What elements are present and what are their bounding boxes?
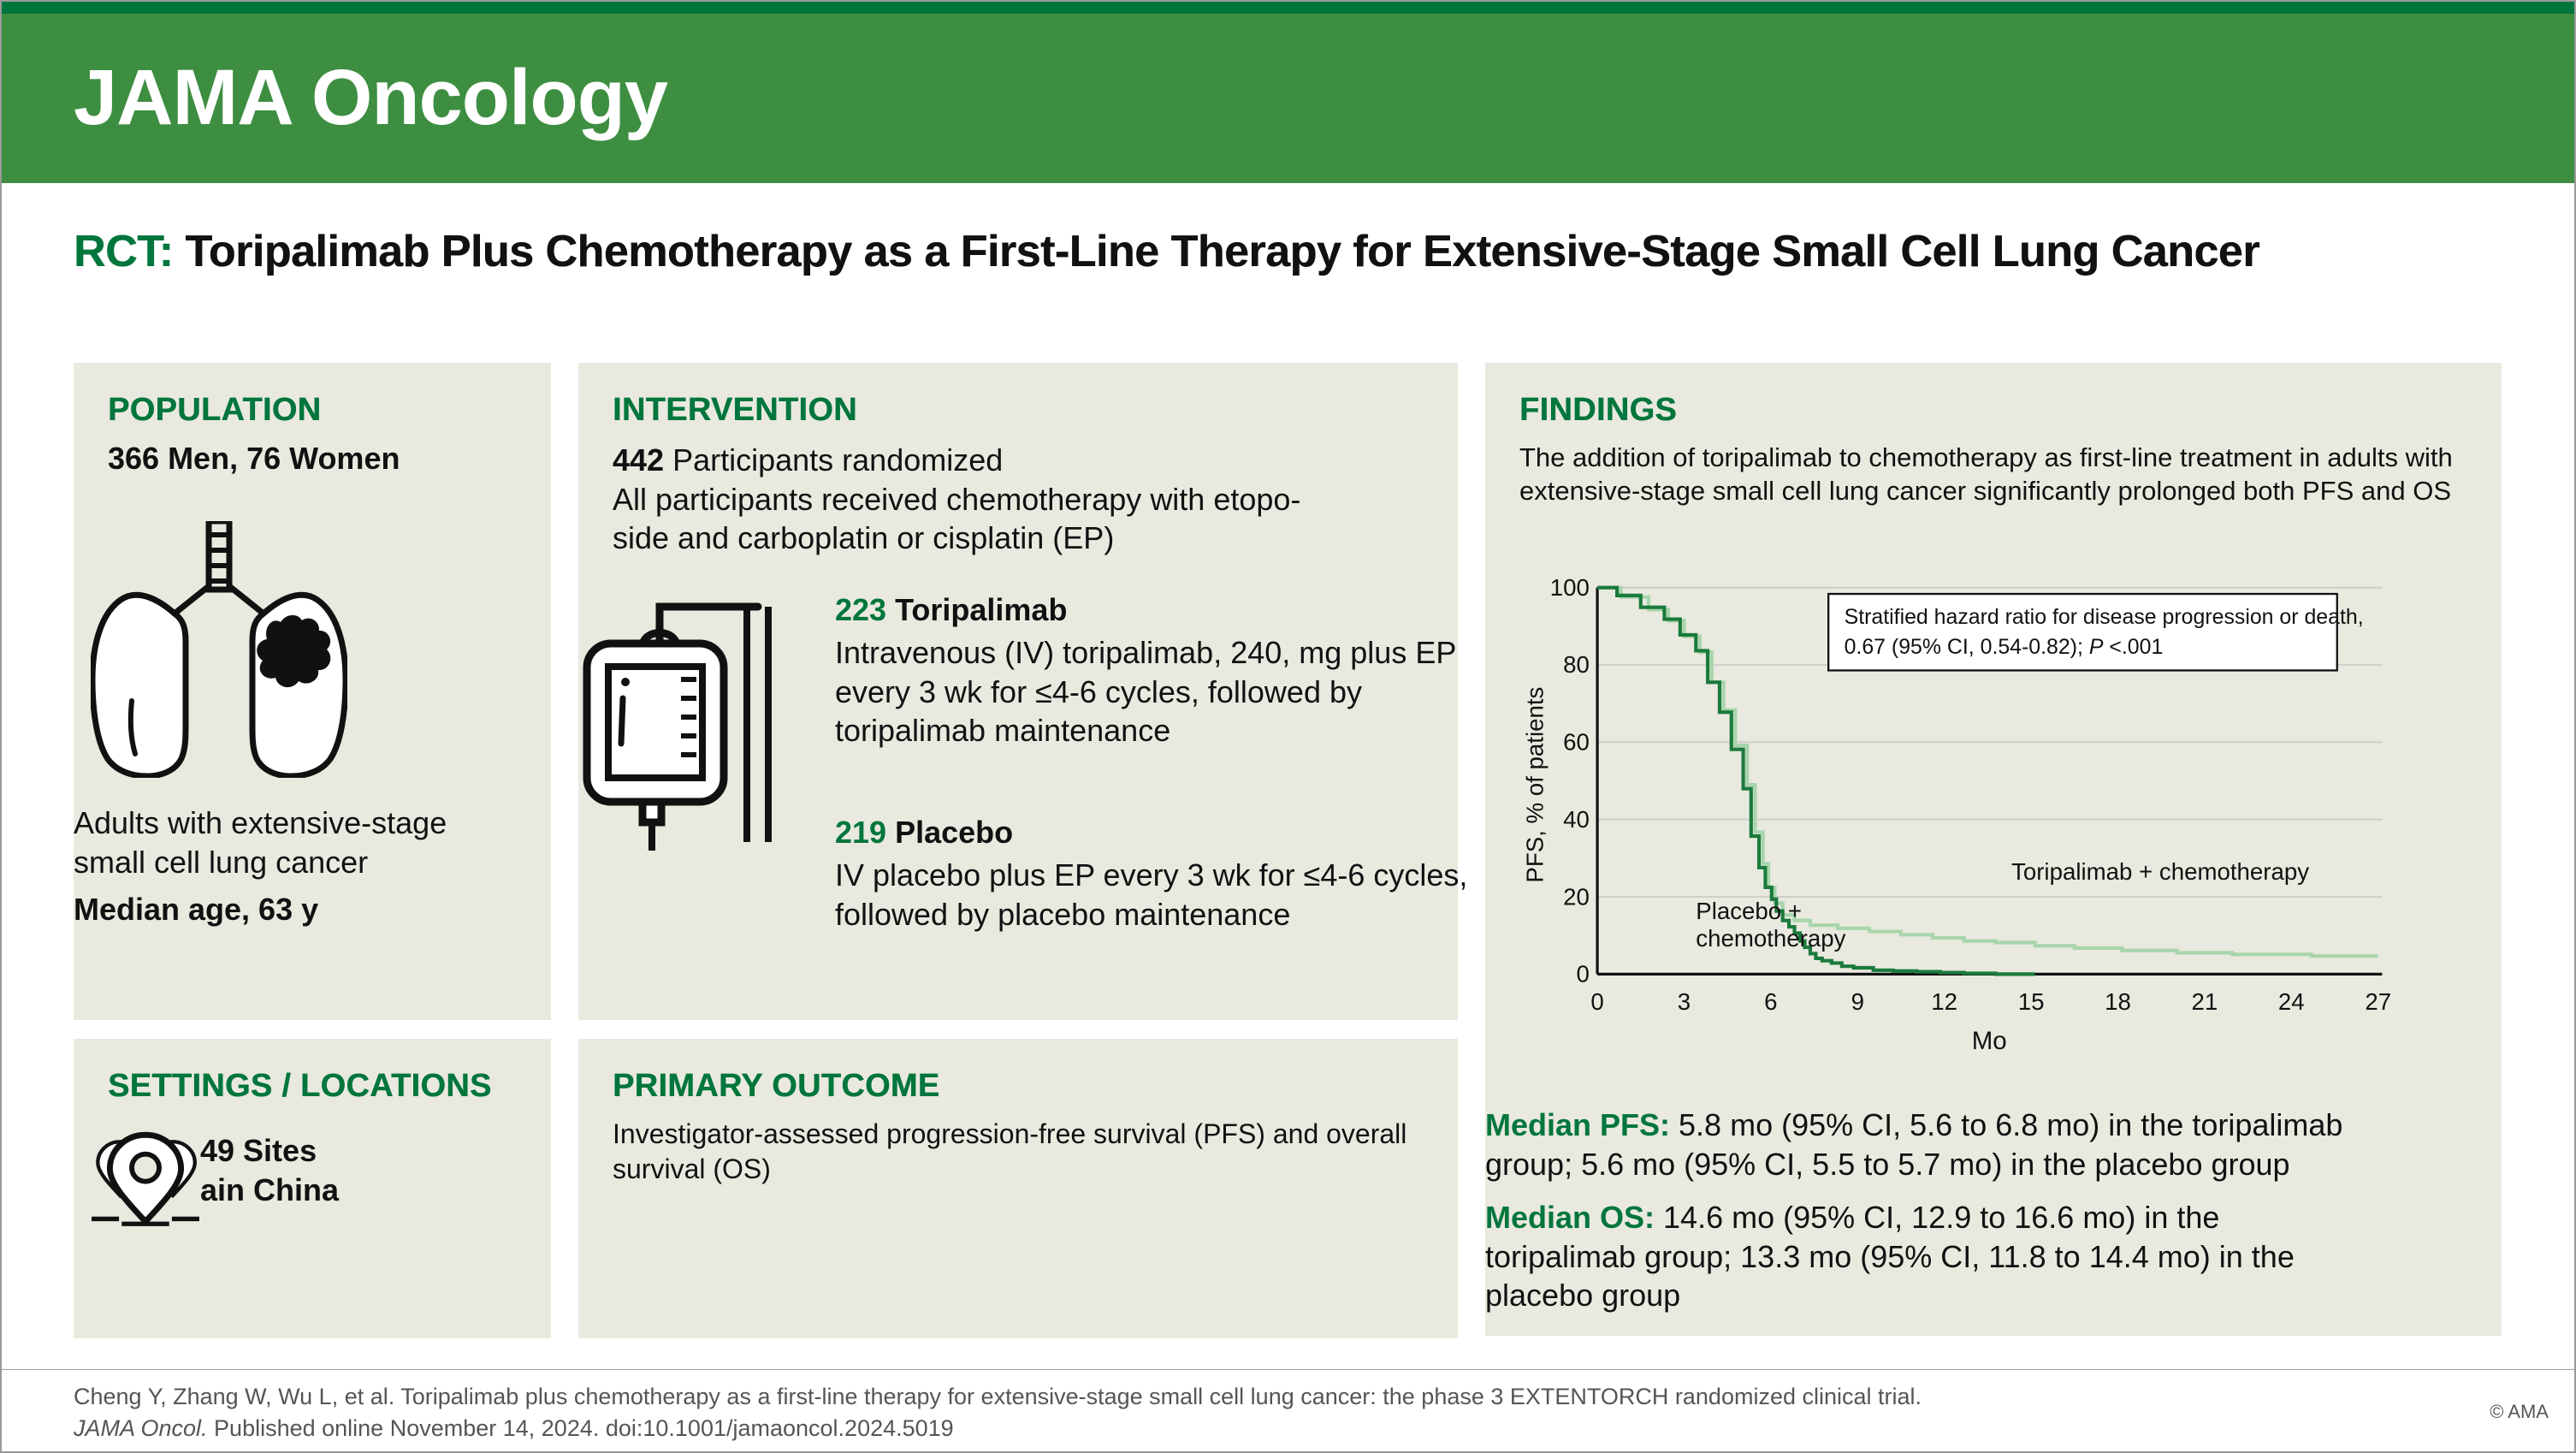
svg-text:3: 3 (1678, 988, 1691, 1015)
svg-text:9: 9 (1851, 988, 1864, 1015)
svg-text:24: 24 (2278, 988, 2305, 1015)
svg-text:21: 21 (2192, 988, 2218, 1015)
svg-text:80: 80 (1563, 651, 1590, 678)
svg-text:6: 6 (1764, 988, 1777, 1015)
svg-text:20: 20 (1563, 883, 1590, 910)
svg-text:27: 27 (2365, 988, 2391, 1015)
svg-text:15: 15 (2018, 988, 2045, 1015)
svg-text:chemotherapy: chemotherapy (1696, 925, 1845, 952)
svg-text:40: 40 (1563, 806, 1590, 833)
svg-text:60: 60 (1563, 729, 1590, 756)
svg-text:Toripalimab + chemotherapy: Toripalimab + chemotherapy (2011, 858, 2309, 885)
svg-text:Placebo +: Placebo + (1696, 898, 1802, 924)
svg-text:18: 18 (2105, 988, 2131, 1015)
svg-text:12: 12 (1931, 988, 1957, 1015)
svg-text:100: 100 (1550, 574, 1590, 601)
svg-text:Mo: Mo (1972, 1027, 2007, 1055)
svg-text:Stratified hazard ratio for di: Stratified hazard ratio for disease prog… (1845, 605, 2364, 629)
svg-text:PFS, % of patients: PFS, % of patients (1521, 687, 1548, 883)
svg-text:0.67 (95% CI, 0.54-0.82); P <.: 0.67 (95% CI, 0.54-0.82); P <.001 (1845, 635, 2164, 659)
svg-text:0: 0 (1576, 961, 1589, 987)
svg-text:0: 0 (1590, 988, 1603, 1015)
